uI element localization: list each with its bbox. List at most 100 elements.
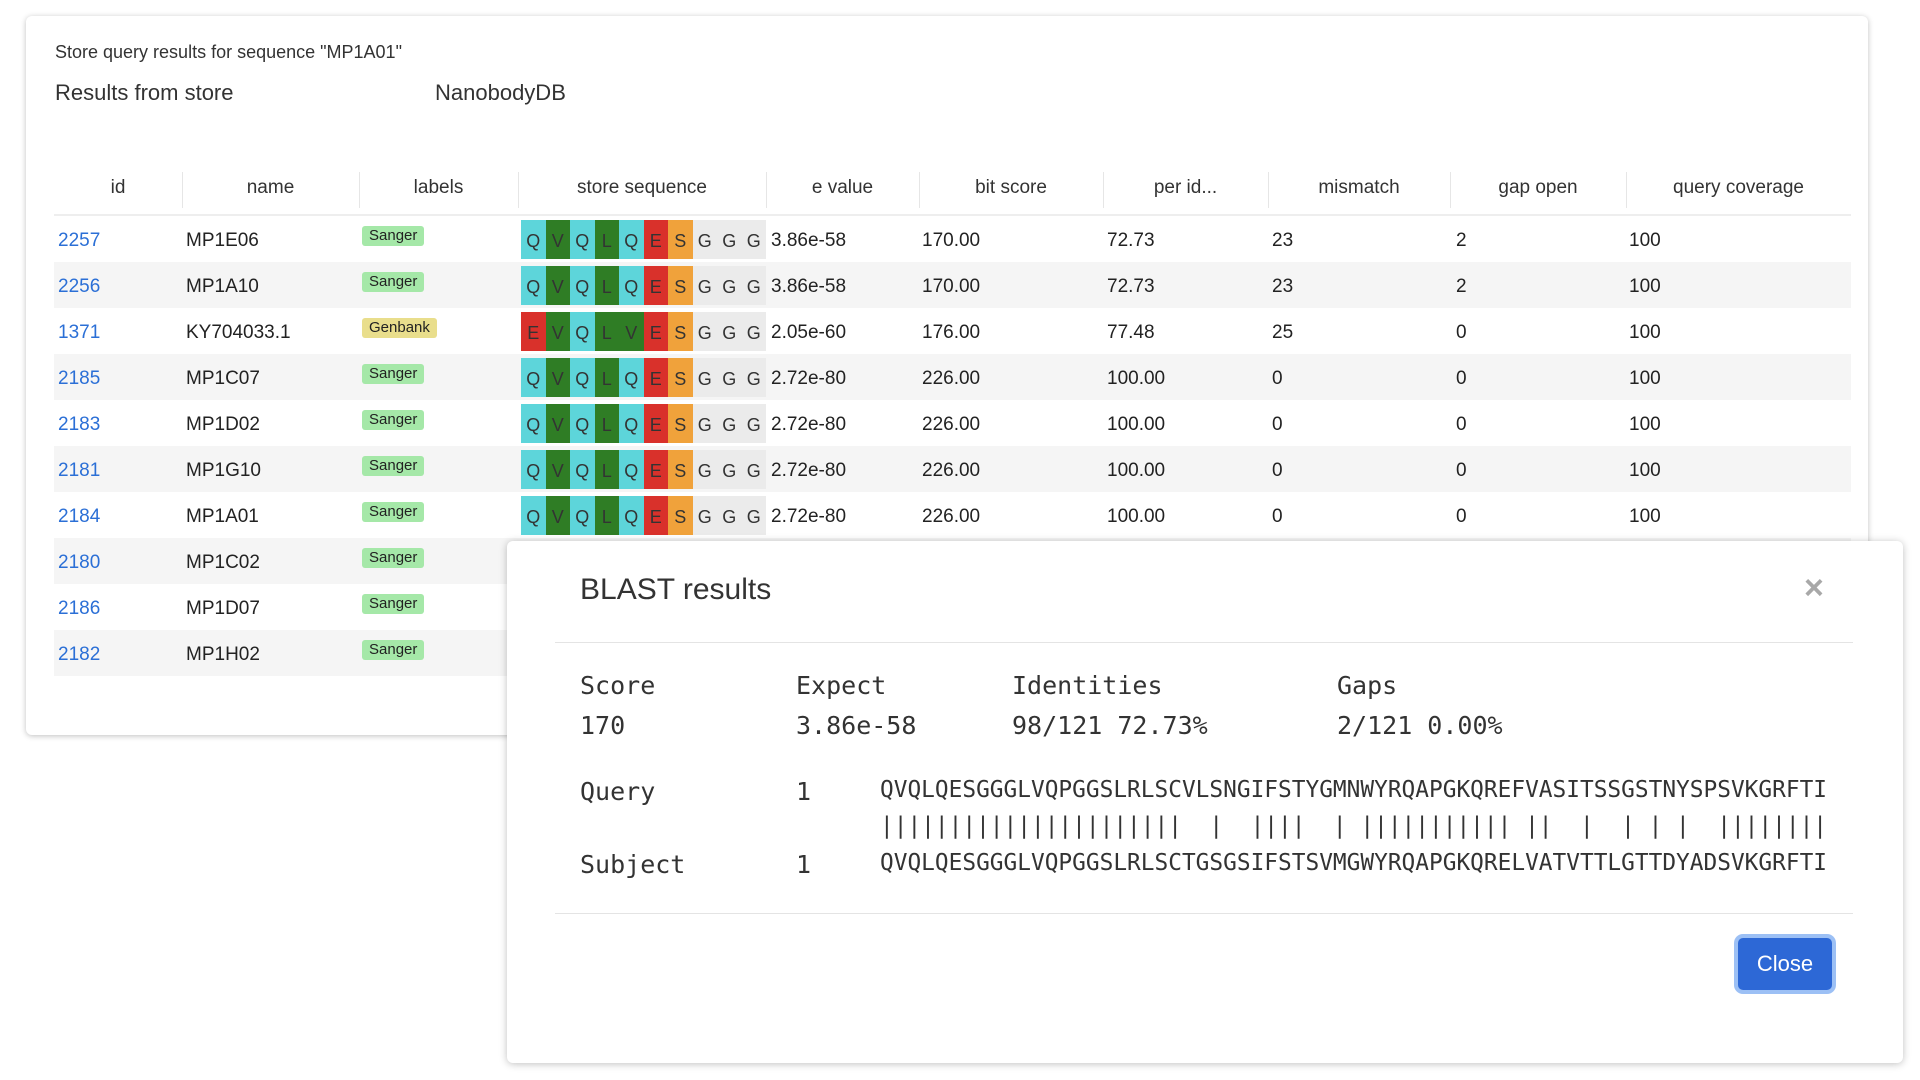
cell-gapopen: 0	[1456, 506, 1467, 527]
row-id-link[interactable]: 2186	[58, 598, 101, 619]
table-row[interactable]: 2181 MP1G10 2.72e-80 226.00 100.00 0 0 100 Sange…	[54, 446, 1851, 492]
cell-perid: 100.00	[1107, 368, 1166, 389]
cell-labels: Sanger	[362, 216, 425, 262]
gaps-label: Gaps	[1337, 671, 1398, 700]
cell-gapopen: 2	[1456, 230, 1467, 251]
cell-bitscore: 176.00	[922, 322, 981, 343]
residue: S	[668, 450, 693, 489]
expect-value: 3.86e-58	[796, 711, 917, 740]
cell-gapopen: 2	[1456, 276, 1467, 297]
close-icon[interactable]: ×	[1804, 569, 1824, 607]
label-badge: Sanger	[362, 501, 425, 522]
table-header: id name labels store sequence e value bit sco…	[54, 162, 1851, 216]
cell-labels: Sanger	[362, 584, 425, 630]
residue: V	[545, 312, 570, 351]
residue: Q	[521, 266, 546, 305]
query-start: 1	[796, 777, 812, 806]
panel-title: Store query results for sequence "MP1A01…	[55, 42, 402, 62]
column-header-percent-identity[interactable]: per id...	[1103, 162, 1268, 214]
row-id-link[interactable]: 2181	[58, 460, 101, 481]
residue: G	[741, 404, 766, 443]
cell-qcov: 100	[1629, 506, 1661, 527]
residue: G	[692, 266, 717, 305]
residue: S	[668, 404, 693, 443]
table-row[interactable]: 2257 MP1E06 3.86e-58 170.00 72.73 23 2 100 Sange…	[54, 216, 1851, 262]
residue: G	[717, 404, 742, 443]
residue: G	[741, 266, 766, 305]
cell-qcov: 100	[1629, 230, 1661, 251]
row-id-link[interactable]: 2256	[58, 276, 101, 297]
table-row[interactable]: 2256 MP1A10 3.86e-58 170.00 72.73 23 2 100 Sange…	[54, 262, 1851, 308]
cell-labels: Genbank	[362, 308, 437, 354]
row-id-link[interactable]: 2184	[58, 506, 101, 527]
residue: Q	[619, 220, 644, 259]
residue: Q	[570, 404, 595, 443]
cell-name: MP1D02	[186, 414, 260, 435]
cell-qcov: 100	[1629, 276, 1661, 297]
query-label: Query	[580, 777, 656, 806]
cell-qcov: 100	[1629, 322, 1661, 343]
close-button[interactable]: Close	[1738, 938, 1832, 990]
cell-perid: 77.48	[1107, 322, 1155, 343]
residue: V	[545, 404, 570, 443]
cell-labels: Sanger	[362, 400, 425, 446]
row-id-link[interactable]: 2185	[58, 368, 101, 389]
table-row[interactable]: 2185 MP1C07 2.72e-80 226.00 100.00 0 0 100 Sange…	[54, 354, 1851, 400]
cell-labels: Sanger	[362, 538, 425, 584]
residue: G	[741, 496, 766, 535]
row-id-link[interactable]: 1371	[58, 322, 101, 343]
table-row[interactable]: 2186 MP1D07 Sanger	[54, 584, 1851, 630]
cell-evalue: 3.86e-58	[771, 276, 847, 297]
row-id-link[interactable]: 2180	[58, 552, 101, 573]
table-row[interactable]: 1371 KY704033.1 2.05e-60 176.00 77.48 25 0 100 G…	[54, 308, 1851, 354]
score-value: 170	[580, 711, 626, 740]
cell-perid: 100.00	[1107, 460, 1166, 481]
table-row[interactable]: 2183 MP1D02 2.72e-80 226.00 100.00 0 0 100 Sange…	[54, 400, 1851, 446]
residue: E	[643, 404, 668, 443]
identities-label: Identities	[1012, 671, 1163, 700]
row-id-link[interactable]: 2182	[58, 644, 101, 665]
subject-sequence: QVQLQESGGGLVQPGGSLRLSCTGSGSIFSTSVMGWYRQA…	[880, 850, 1828, 876]
column-header-e-value[interactable]: e value	[766, 162, 919, 214]
column-header-labels[interactable]: labels	[359, 162, 518, 214]
cell-name: MP1A01	[186, 506, 259, 527]
table-row[interactable]: 2184 MP1A01 2.72e-80 226.00 100.00 0 0 100 Sange…	[54, 492, 1851, 538]
residue: G	[692, 496, 717, 535]
column-header-mismatch[interactable]: mismatch	[1268, 162, 1450, 214]
query-sequence: QVQLQESGGGLVQPGGSLRLSCVLSNGIFSTYGMNWYRQA…	[880, 777, 1828, 803]
residue: G	[717, 220, 742, 259]
score-label: Score	[580, 671, 656, 700]
row-id-link[interactable]: 2257	[58, 230, 101, 251]
residue: S	[668, 496, 693, 535]
cell-gapopen: 0	[1456, 368, 1467, 389]
column-header-query-coverage[interactable]: query coverage	[1626, 162, 1851, 214]
label-badge: Sanger	[362, 409, 425, 430]
cell-evalue: 2.05e-60	[771, 322, 847, 343]
match-line: |||||||||||||||||||||| | |||| | ||||||||…	[880, 813, 1828, 839]
row-id-link[interactable]: 2183	[58, 414, 101, 435]
column-header-store-sequence[interactable]: store sequence	[518, 162, 766, 214]
label-badge: Sanger	[362, 639, 425, 660]
label-badge: Genbank	[362, 317, 437, 338]
cell-name: MP1C07	[186, 368, 260, 389]
store-name: NanobodyDB	[435, 80, 566, 105]
cell-evalue: 3.86e-58	[771, 230, 847, 251]
column-header-id[interactable]: id	[110, 177, 126, 198]
residue: L	[594, 220, 619, 259]
cell-name: KY704033.1	[186, 322, 291, 343]
label-badge: Sanger	[362, 271, 425, 292]
residue: L	[594, 496, 619, 535]
column-header-gap-open[interactable]: gap open	[1450, 162, 1626, 214]
column-header-bit-score[interactable]: bit score	[919, 162, 1103, 214]
residue: E	[643, 266, 668, 305]
store-query-results-panel: Store query results for sequence "MP1A01…	[26, 16, 1868, 735]
cell-evalue: 2.72e-80	[771, 506, 847, 527]
column-header-name[interactable]: name	[182, 162, 359, 214]
residue: Q	[619, 266, 644, 305]
residue: Q	[521, 358, 546, 397]
cell-perid: 100.00	[1107, 414, 1166, 435]
cell-mismatch: 0	[1272, 506, 1283, 527]
